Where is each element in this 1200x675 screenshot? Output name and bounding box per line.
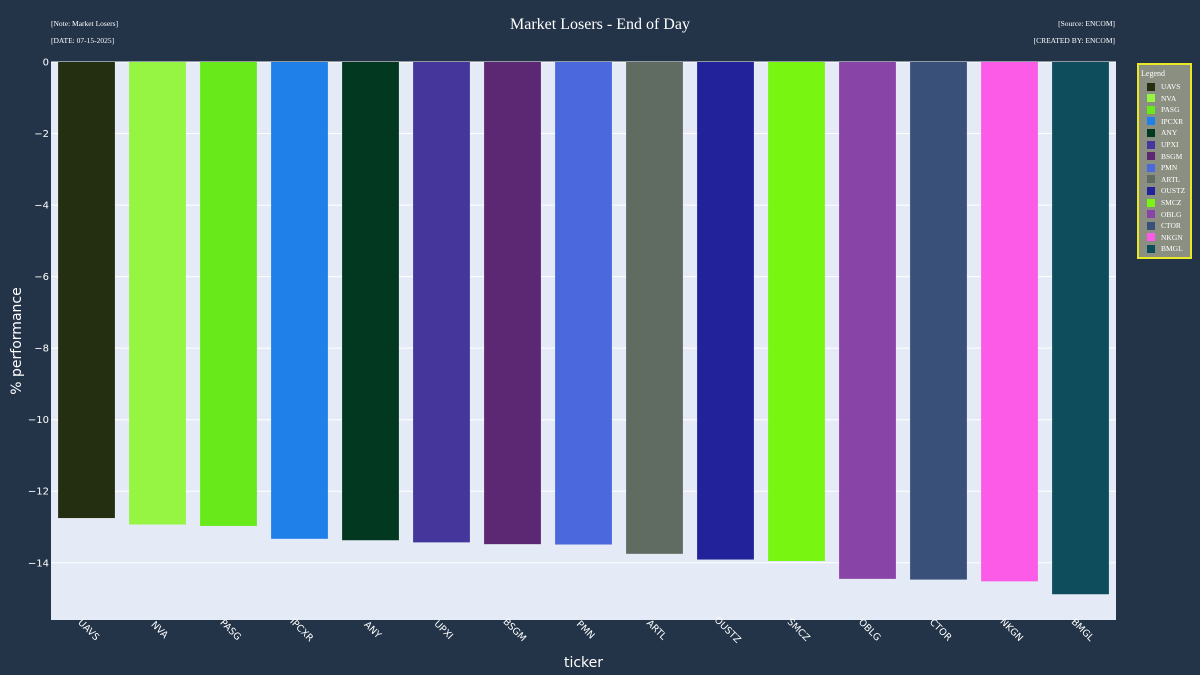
legend-swatch <box>1147 163 1155 172</box>
bar-bmgl[interactable] <box>1052 62 1109 595</box>
chart-title: Market Losers - End of Day <box>510 16 690 33</box>
x-tick-label: OBLG <box>856 617 883 644</box>
legend-item-pasg[interactable]: PASG <box>1147 104 1180 115</box>
created-by-label: [CREATED BY: ENCOM] <box>1033 36 1115 45</box>
legend-swatch <box>1147 198 1155 207</box>
bar-pasg[interactable] <box>200 62 257 526</box>
y-tick-label: −2 <box>34 129 49 140</box>
x-tick-label: BMGL <box>1069 617 1097 645</box>
x-tick-label: BSGM <box>500 616 528 644</box>
legend-label: SMCZ <box>1161 198 1182 207</box>
legend-item-bsgm[interactable]: BSGM <box>1147 151 1182 162</box>
legend-item-pmn[interactable]: PMN <box>1147 162 1177 173</box>
legend-item-oblg[interactable]: OBLG <box>1147 209 1181 220</box>
legend-item-upxi[interactable]: UPXI <box>1147 139 1179 150</box>
x-tick-label: NVA <box>148 619 170 641</box>
bar-oustz[interactable] <box>697 62 754 560</box>
legend-item-oustz[interactable]: OUSTZ <box>1147 185 1185 196</box>
source-label: [Source: ENCOM] <box>1058 19 1115 28</box>
legend-swatch <box>1147 233 1155 242</box>
bar-smcz[interactable] <box>768 62 825 561</box>
x-tick-label: IPCXR <box>287 616 315 644</box>
bar-ctor[interactable] <box>910 62 967 580</box>
legend-item-ctor[interactable]: CTOR <box>1147 220 1181 231</box>
x-tick-label: NKGN <box>998 617 1025 644</box>
legend[interactable]: Legend UAVS NVA PASG IPCXR ANY UPXI BSGM PMN ART… <box>1137 63 1192 259</box>
legend-item-nkgn[interactable]: NKGN <box>1147 232 1183 243</box>
legend-swatch <box>1147 175 1155 184</box>
note-label: [Note: Market Losers] <box>51 19 119 28</box>
legend-swatch <box>1147 128 1155 137</box>
x-tick-label: ARTL <box>644 618 669 643</box>
legend-swatch <box>1147 82 1155 91</box>
y-tick-label: −12 <box>28 487 49 498</box>
x-axis-title: ticker <box>564 655 603 671</box>
legend-item-smcz[interactable]: SMCZ <box>1147 197 1181 208</box>
x-tick-label: PASG <box>218 617 243 642</box>
legend-item-nva[interactable]: NVA <box>1147 93 1176 104</box>
bar-upxi[interactable] <box>413 62 470 543</box>
legend-swatch <box>1147 210 1155 219</box>
x-tick-label: PMN <box>574 619 597 642</box>
x-tick-label: SMCZ <box>785 617 812 644</box>
legend-swatch <box>1147 221 1155 230</box>
legend-swatch <box>1147 186 1155 195</box>
bar-nkgn[interactable] <box>981 62 1038 582</box>
bar-artl[interactable] <box>626 62 683 554</box>
y-tick-label: −4 <box>34 201 49 212</box>
legend-swatch <box>1147 152 1155 161</box>
legend-label: PMN <box>1161 163 1178 173</box>
legend-label: UPXI <box>1161 140 1179 149</box>
legend-swatch <box>1147 94 1155 103</box>
y-axis-title: % performance <box>9 287 25 394</box>
bar-pmn[interactable] <box>555 62 612 545</box>
legend-item-any[interactable]: ANY <box>1147 127 1177 138</box>
legend-label: OUSTZ <box>1161 186 1186 196</box>
y-tick-label: −14 <box>28 558 49 569</box>
bar-ipcxr[interactable] <box>271 62 328 539</box>
bar-oblg[interactable] <box>839 62 896 579</box>
legend-title: Legend <box>1141 69 1165 78</box>
legend-label: ARTL <box>1161 174 1181 184</box>
legend-label: OBLG <box>1161 209 1182 219</box>
legend-item-artl[interactable]: ARTL <box>1147 174 1180 185</box>
x-tick-label: UAVS <box>75 617 101 643</box>
bar-nva[interactable] <box>129 62 186 525</box>
y-tick-label: 0 <box>43 58 49 69</box>
legend-swatch <box>1147 105 1155 114</box>
legend-label: CTOR <box>1161 221 1181 231</box>
bar-any[interactable] <box>342 62 399 541</box>
legend-label: IPCXR <box>1161 116 1184 126</box>
bar-bsgm[interactable] <box>484 62 541 545</box>
legend-item-ipcxr[interactable]: IPCXR <box>1147 116 1183 127</box>
legend-swatch <box>1147 117 1155 126</box>
legend-swatch <box>1147 244 1155 253</box>
legend-item-bmgl[interactable]: BMGL <box>1147 243 1183 254</box>
y-tick-label: −8 <box>34 344 49 355</box>
legend-label: BSGM <box>1161 151 1183 161</box>
legend-label: BMGL <box>1161 244 1183 254</box>
bar-uavs[interactable] <box>58 62 115 519</box>
legend-label: NVA <box>1161 93 1177 103</box>
legend-label: NKGN <box>1161 232 1183 242</box>
y-tick-label: −6 <box>34 272 49 283</box>
x-tick-label: CTOR <box>927 617 954 644</box>
date-label: [DATE: 07-15-2025] <box>51 36 115 45</box>
legend-label: UAVS <box>1161 82 1181 91</box>
x-tick-label: ANY <box>362 619 384 641</box>
legend-label: ANY <box>1161 128 1178 138</box>
y-tick-label: −10 <box>28 415 49 426</box>
legend-item-uavs[interactable]: UAVS <box>1147 81 1180 92</box>
legend-swatch <box>1147 140 1155 149</box>
x-tick-label: UPXI <box>432 619 455 642</box>
legend-label: PASG <box>1161 105 1180 115</box>
